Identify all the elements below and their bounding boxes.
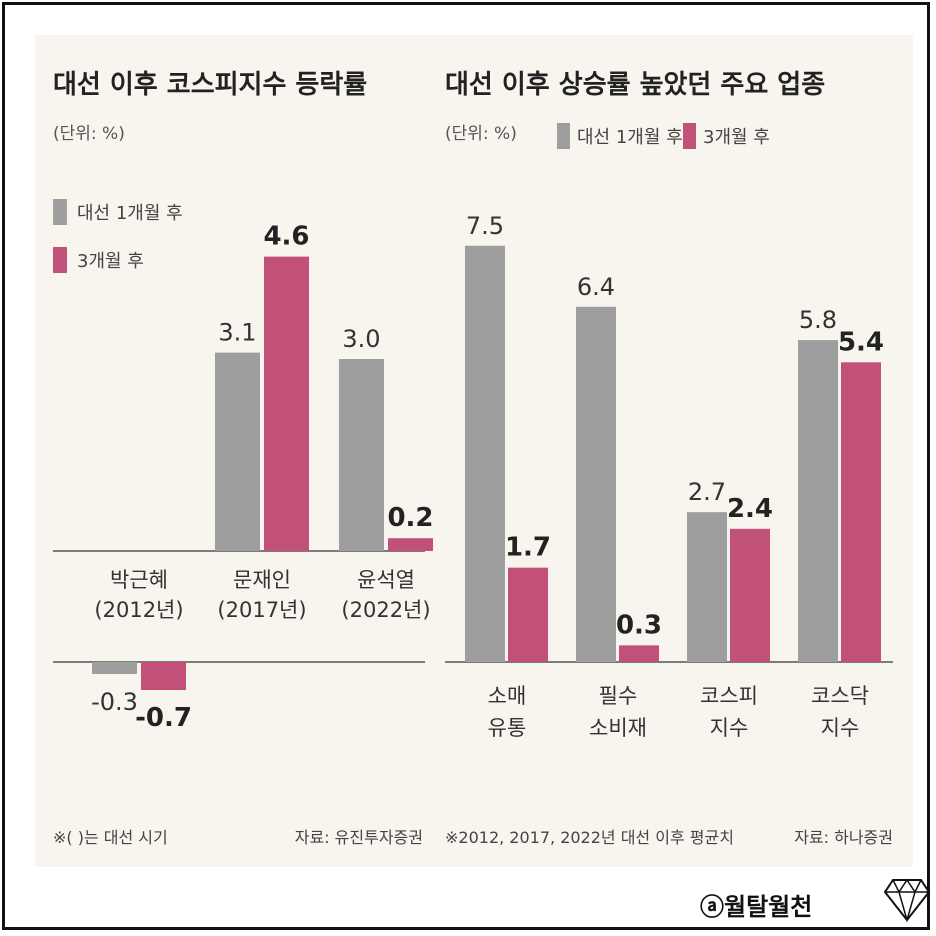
chart2-category-sublabel-3: 지수	[821, 716, 860, 740]
chart2-bar-3-1	[841, 362, 881, 662]
chart2-category-label-3: 코스닥	[811, 684, 869, 708]
chart2-category-label-0: 소매	[488, 684, 527, 708]
chart2-value-label-3-0: 5.8	[799, 306, 837, 334]
chart1-legend-swatch-0	[53, 199, 67, 225]
chart2-category-sublabel-1: 소비재	[589, 716, 647, 740]
chart1-title: 대선 이후 코스피지수 등락률	[53, 70, 367, 100]
chart1-legend-label-0: 대선 1개월 후	[77, 203, 183, 224]
chart2-category-label-2: 코스피	[700, 684, 758, 708]
chart1-category-label-0: 박근혜	[110, 568, 168, 592]
chart2-value-label-3-1: 5.4	[838, 327, 884, 357]
chart2-note: ※2012, 2017, 2022년 대선 이후 평균치	[445, 828, 734, 847]
chart2-bar-2-0	[687, 512, 727, 662]
chart1-bar-0-0	[92, 662, 137, 674]
chart2-legend-swatch-1	[683, 123, 696, 149]
chart2-category-label-1: 필수	[599, 684, 638, 708]
chart2-category-sublabel-2: 지수	[710, 716, 749, 740]
chart2-bar-0-1	[508, 567, 548, 662]
chart1-category-sublabel-0: (2012년)	[94, 598, 183, 622]
chart1-legend-swatch-1	[53, 247, 67, 273]
chart2-bar-1-1	[619, 645, 659, 662]
chart1-value-label-0-1: -0.7	[135, 703, 192, 733]
chart2-legend-swatch-0	[557, 123, 570, 149]
charts-canvas: 대선 이후 코스피지수 등락률 (단위: %) 대선 1개월 후 3개월 후 -0.3 3…	[53, 70, 893, 847]
chart1-category-sublabel-2: (2022년)	[341, 598, 430, 622]
chart1-bar-2-0	[339, 359, 384, 551]
chart2-category-sublabel-0: 유통	[488, 716, 527, 740]
chart1-bar-2-1	[388, 538, 433, 551]
chart1-value-label-2-1: 0.2	[387, 503, 433, 533]
chart1-source: 자료: 유진투자증권	[295, 828, 423, 847]
infographic-panel: 대선 이후 코스피지수 등락률 (단위: %) 대선 1개월 후 3개월 후 -0.3 3…	[35, 35, 913, 867]
chart1-value-label-1-1: 4.6	[263, 222, 309, 252]
chart2-unit: (단위: %)	[445, 124, 517, 144]
chart2-bar-1-0	[576, 306, 616, 662]
chart1-value-label-1-0: 3.1	[218, 319, 256, 347]
chart1-value-label-0-0: -0.3	[91, 688, 138, 716]
chart2-source: 자료: 하나증권	[794, 828, 893, 847]
chart2-legend-label-1: 3개월 후	[703, 127, 770, 148]
chart1-bar-1-0	[215, 352, 260, 551]
chart1-note: ※( )는 대선 시기	[53, 828, 168, 847]
chart2-value-label-0-0: 7.5	[466, 212, 504, 240]
chart2-bar-3-0	[798, 340, 838, 662]
chart2-value-label-1-1: 0.3	[616, 610, 662, 640]
chart1-category-label-2: 윤석열	[357, 568, 415, 592]
chart1-bar-0-1	[141, 662, 186, 690]
chart1-unit: (단위: %)	[53, 124, 125, 144]
chart1-category-label-1: 문재인	[233, 568, 291, 592]
chart1-bar-1-1	[264, 256, 309, 551]
chart1-legend-label-1: 3개월 후	[77, 251, 144, 272]
chart2-value-label-1-0: 6.4	[577, 273, 615, 301]
chart2-value-label-2-1: 2.4	[727, 494, 773, 524]
chart1-category-sublabel-1: (2017년)	[217, 598, 306, 622]
chart2-title: 대선 이후 상승률 높았던 주요 업종	[445, 70, 825, 100]
chart2-legend-label-0: 대선 1개월 후	[577, 127, 683, 148]
chart2-bar-0-0	[465, 245, 505, 662]
chart2-bar-2-1	[730, 528, 770, 662]
chart2-value-label-2-0: 2.7	[688, 478, 726, 506]
chart2-value-label-0-1: 1.7	[505, 533, 551, 563]
chart1-value-label-2-0: 3.0	[342, 325, 380, 353]
